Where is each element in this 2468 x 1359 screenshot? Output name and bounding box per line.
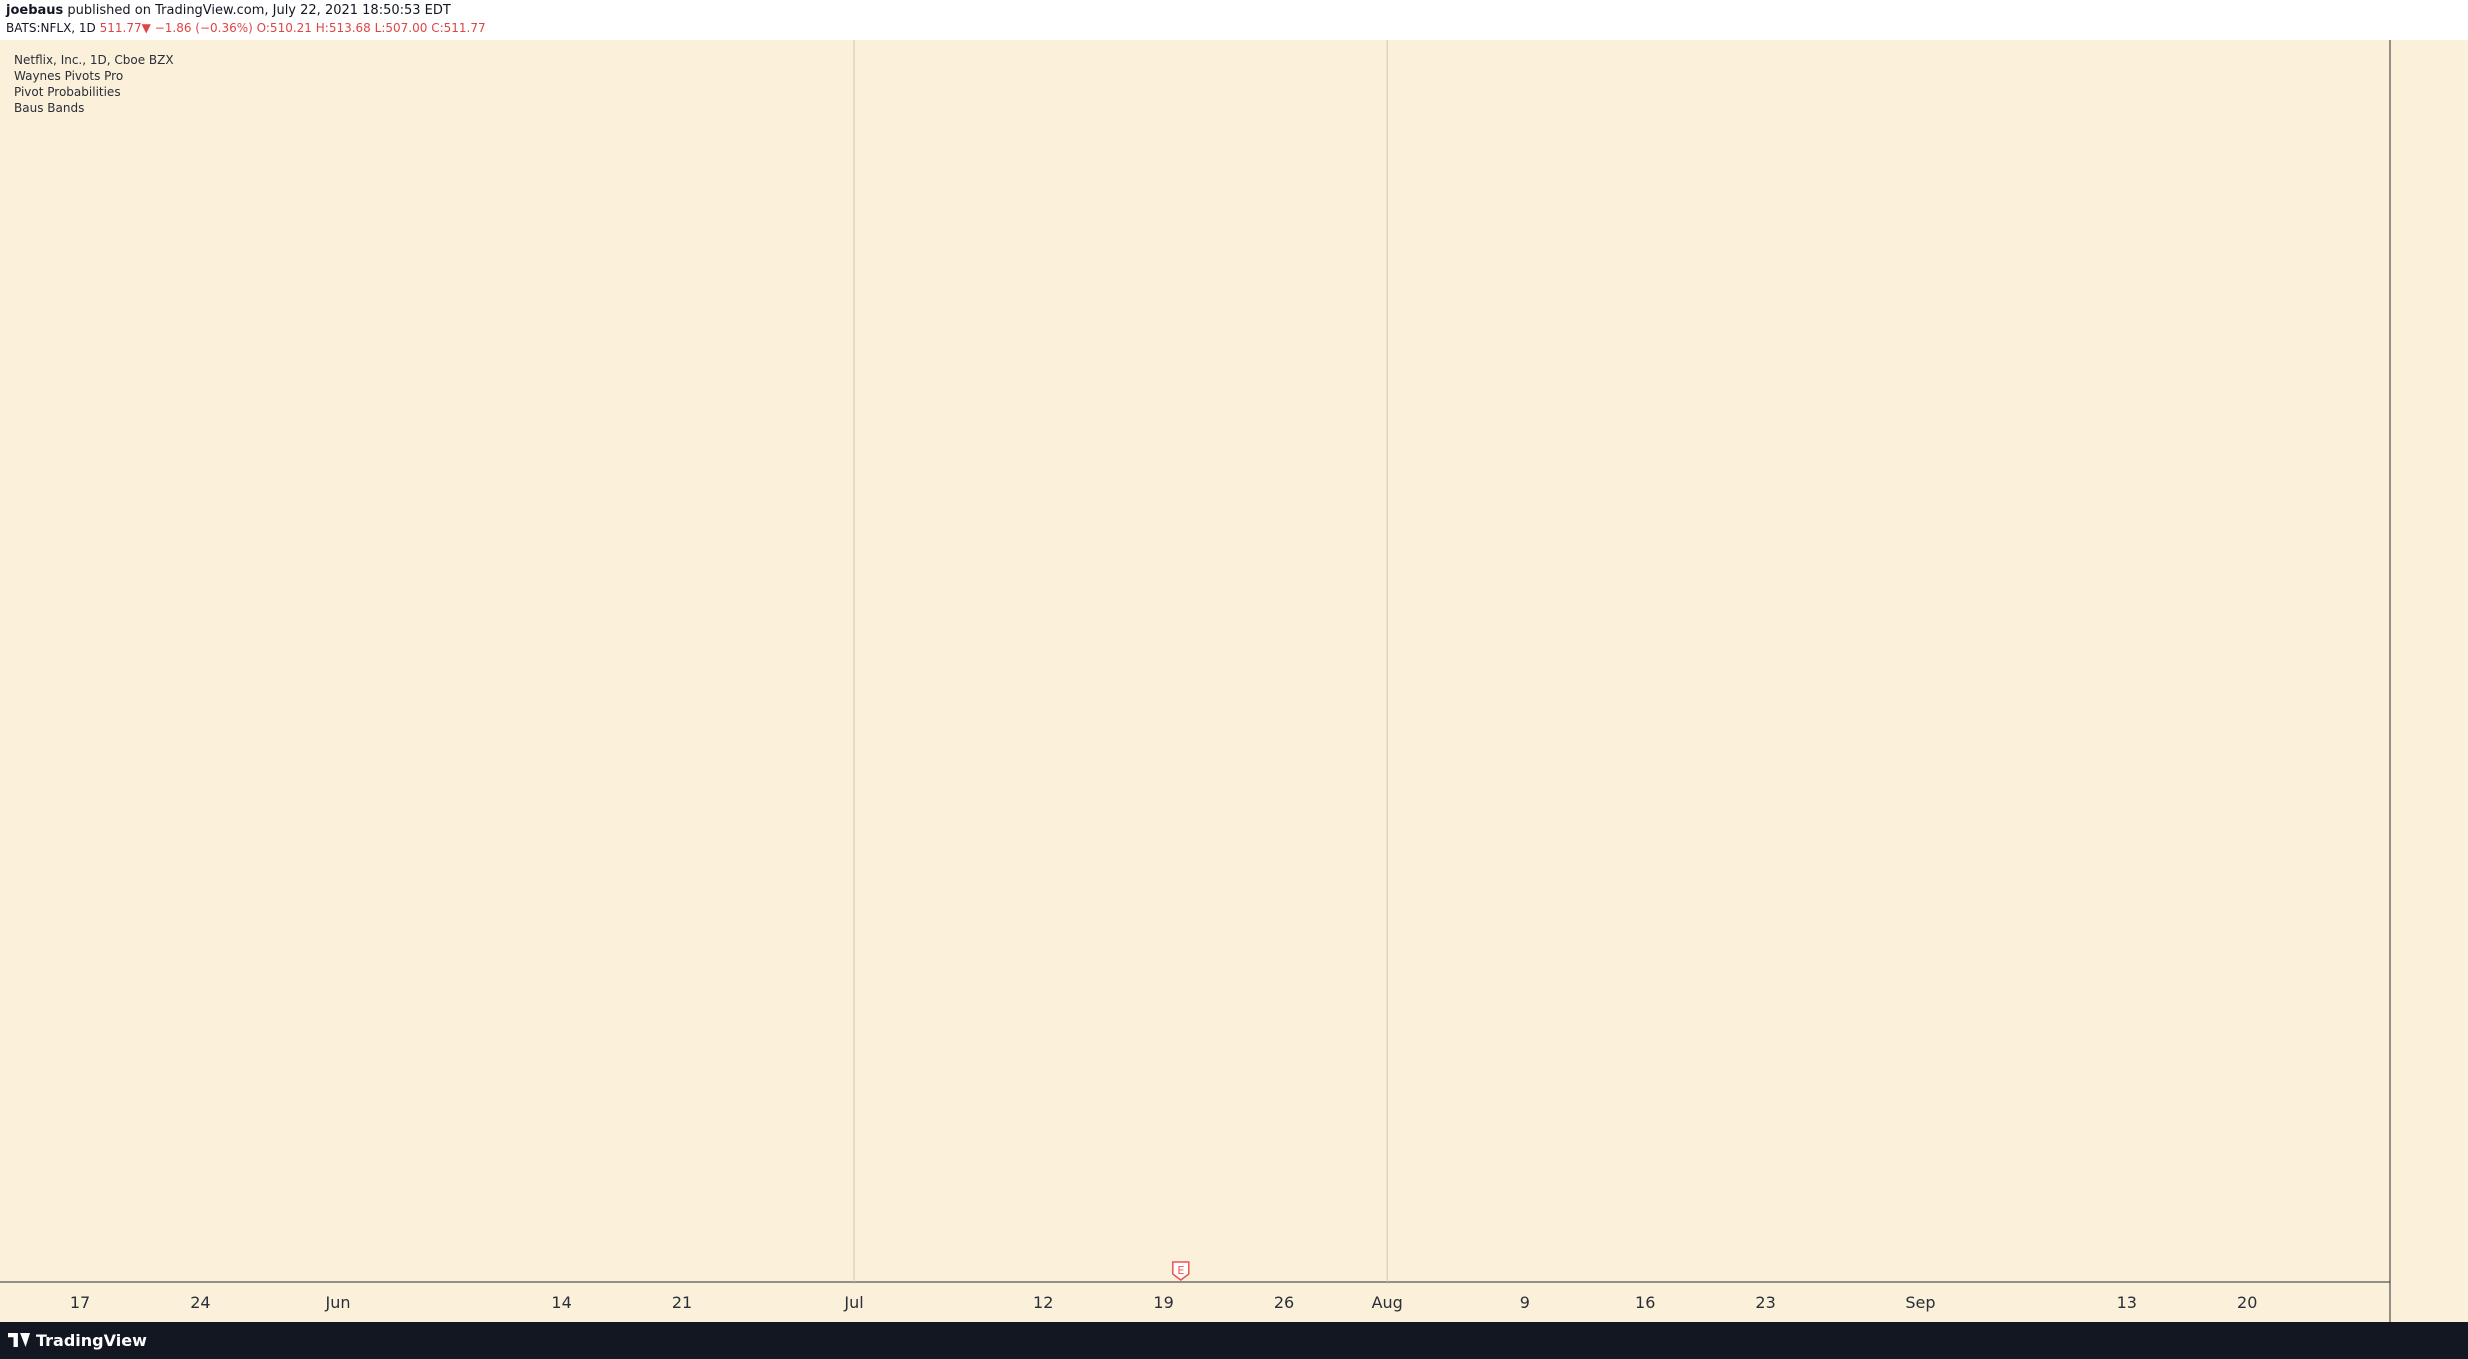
- time-tick-label: 16: [1635, 1293, 1655, 1312]
- time-tick-label: 17: [70, 1293, 90, 1312]
- earnings-marker-label: E: [1177, 1264, 1184, 1277]
- last-price: 511.77: [99, 21, 142, 35]
- time-tick-label: 26: [1274, 1293, 1294, 1312]
- tradingview-icon: [8, 1333, 30, 1347]
- publish-text: published on TradingView.com, July 22, 2…: [67, 3, 451, 18]
- brand-name: TradingView: [36, 1331, 147, 1350]
- ohlc-line: BATS:NFLX, 1D 511.77▼ −1.86 (−0.36%) O:5…: [6, 21, 486, 35]
- legend-study[interactable]: Pivot Probabilities: [14, 85, 121, 99]
- time-tick-label: 13: [2117, 1293, 2137, 1312]
- time-tick-label: Jul: [843, 1293, 863, 1312]
- price-axis[interactable]: 450.00455.00460.00465.00470.00475.00480.…: [2337, 40, 2468, 1322]
- author-name[interactable]: joebaus: [6, 3, 64, 18]
- time-tick-label: Aug: [1372, 1293, 1403, 1312]
- time-tick-label: 24: [190, 1293, 210, 1312]
- open-value: O:510.21: [256, 21, 312, 35]
- legend-study[interactable]: Waynes Pivots Pro: [14, 69, 124, 83]
- high-value: H:513.68: [315, 21, 371, 35]
- chart-canvas[interactable]: 570.79551.69538.52525.34506.24487.13473.…: [0, 40, 2468, 1322]
- header-bar: joebaus published on TradingView.com, Ju…: [0, 0, 2468, 40]
- time-tick-label: 20: [2237, 1293, 2257, 1312]
- down-arrow-icon: ▼: [141, 21, 151, 35]
- tradingview-logo[interactable]: TradingView: [8, 1331, 147, 1350]
- low-value: L:507.00: [374, 21, 428, 35]
- publish-info: joebaus published on TradingView.com, Ju…: [6, 3, 451, 18]
- close-value: C:511.77: [431, 21, 486, 35]
- time-tick-label: 19: [1153, 1293, 1173, 1312]
- time-tick-label: 23: [1755, 1293, 1775, 1312]
- legend-study[interactable]: Baus Bands: [14, 101, 85, 115]
- price-change: −1.86 (−0.36%): [154, 21, 253, 35]
- legend-title[interactable]: Netflix, Inc., 1D, Cboe BZX: [14, 53, 174, 67]
- level-labels: 570.79551.69538.52525.34506.24487.13473.…: [1172, 1261, 1190, 1281]
- time-tick-label: 21: [672, 1293, 692, 1312]
- earnings-marker-icon: [1172, 1261, 1190, 1281]
- chart-legend: Netflix, Inc., 1D, Cboe BZX Waynes Pivot…: [14, 52, 174, 116]
- ticker: BATS:NFLX, 1D: [6, 21, 96, 35]
- time-tick-label: 12: [1033, 1293, 1053, 1312]
- time-tick-label: Sep: [1905, 1293, 1935, 1312]
- time-tick-label: 9: [1520, 1293, 1530, 1312]
- footer-bar: TradingView: [0, 1322, 2468, 1359]
- time-axis[interactable]: 17 24 Jun 14 21 Jul 12 19 26 Aug 9 16 23 Sep 13 20: [0, 40, 2390, 1312]
- time-tick-label: 14: [551, 1293, 571, 1312]
- time-tick-label: Jun: [325, 1293, 351, 1312]
- price-axis-background: [2390, 40, 2468, 1322]
